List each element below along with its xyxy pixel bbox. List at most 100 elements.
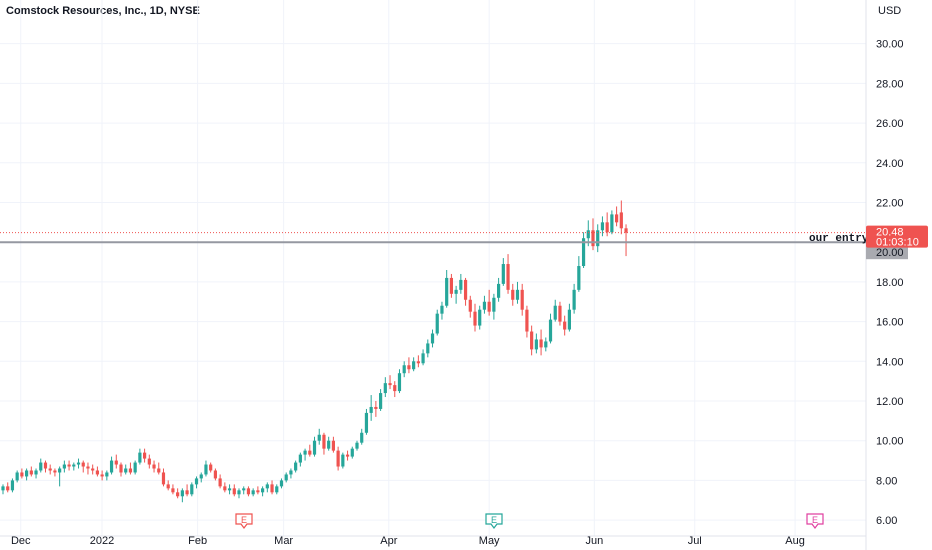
candle-body: [317, 434, 321, 441]
candle-body: [289, 470, 293, 475]
candle-body: [105, 472, 109, 477]
last-price-label: 20.48: [876, 227, 904, 239]
candle-body: [15, 472, 19, 481]
candle-body: [95, 470, 99, 475]
candle-body: [133, 462, 137, 473]
candle-body: [615, 214, 619, 223]
candle-body: [478, 309, 482, 326]
candle-body: [58, 468, 62, 473]
candle-body: [407, 365, 411, 370]
candle-body: [62, 464, 66, 469]
candle-body: [303, 450, 307, 455]
y-tick-label: 14.00: [876, 356, 904, 368]
candle-body: [100, 474, 104, 477]
candle-body: [468, 299, 472, 312]
candle-body: [143, 452, 147, 459]
y-tick-label: 28.00: [876, 78, 904, 90]
candle-body: [171, 488, 175, 493]
candle-body: [128, 468, 133, 473]
candle-body: [530, 331, 534, 350]
candle-body: [242, 488, 246, 491]
candle-body: [298, 454, 302, 463]
candle-body: [525, 309, 529, 332]
x-tick-label: Dec: [11, 535, 31, 547]
candle-body: [341, 454, 345, 467]
candle-body: [412, 361, 416, 370]
candle-body: [48, 468, 52, 471]
candle-body: [459, 279, 463, 290]
candle-body: [76, 462, 81, 465]
candle-body: [435, 313, 439, 334]
candle-body: [350, 448, 354, 457]
candle-body: [548, 319, 553, 342]
candle-body: [515, 289, 520, 300]
candle-body: [29, 470, 33, 475]
candle-body: [360, 432, 364, 443]
candle-body: [482, 301, 487, 310]
earnings-marker: [235, 513, 253, 529]
earnings-marker-label: E: [241, 515, 247, 525]
candle-body: [534, 339, 538, 350]
candle-body: [275, 486, 279, 493]
candle-body: [440, 305, 444, 314]
candle-body: [114, 460, 118, 465]
candle-body: [605, 222, 609, 233]
candle-body: [487, 301, 491, 312]
candle-body: [6, 486, 10, 491]
candle-body: [72, 464, 76, 467]
candle-body: [388, 383, 392, 386]
y-tick-label: 30.00: [876, 39, 904, 51]
currency-label: USD: [878, 5, 901, 17]
x-tick-label: 2022: [90, 535, 114, 547]
x-tick-label: Jul: [688, 535, 702, 547]
candle-body: [213, 470, 217, 479]
candle-body: [209, 464, 213, 471]
candle-body: [473, 311, 477, 326]
candle-body: [544, 341, 548, 348]
countdown-label: 01:03:10: [876, 237, 919, 249]
entry-line-label: our entry: [809, 233, 869, 245]
earnings-marker: [485, 513, 503, 529]
candle-body: [327, 440, 331, 449]
candle-body: [20, 472, 24, 477]
candle-body: [124, 468, 128, 473]
candle-body: [86, 466, 90, 469]
candle-body: [383, 383, 387, 394]
last-price-box: [866, 225, 928, 248]
candle-body: [138, 452, 142, 463]
y-tick-label: 10.00: [876, 436, 904, 448]
candle-body: [25, 470, 29, 477]
y-tick-label: 6.00: [876, 515, 897, 527]
x-tick-label: May: [479, 535, 500, 547]
candle-body: [553, 305, 557, 320]
y-tick-label: 8.00: [876, 475, 897, 487]
y-tick-label: 26.00: [876, 118, 904, 130]
candle-body: [563, 321, 567, 330]
candle-body: [492, 297, 496, 312]
candle-body: [147, 458, 151, 465]
candle-body: [501, 264, 505, 284]
candle-body: [227, 488, 232, 491]
entry-price-box: [866, 246, 908, 260]
candle-body: [322, 434, 326, 449]
candle-body: [364, 412, 369, 433]
candle-body: [331, 440, 335, 451]
candle-body: [416, 361, 420, 364]
candle-body: [34, 470, 38, 475]
candle-body: [246, 488, 251, 495]
candle-body: [586, 230, 590, 239]
x-tick-label: Feb: [188, 535, 207, 547]
candle-body: [336, 450, 340, 467]
earnings-marker-label: E: [812, 515, 818, 525]
y-tick-label: 16.00: [876, 317, 904, 329]
symbol-title: Comstock Resources, Inc., 1D, NYSE: [6, 5, 200, 17]
candle-body: [261, 488, 265, 493]
candle-body: [355, 442, 359, 449]
x-tick-label: Mar: [274, 535, 293, 547]
candle-body: [506, 264, 510, 290]
candle-body: [81, 462, 85, 467]
candle-body: [256, 490, 260, 493]
candle-body: [430, 333, 435, 344]
candle-body: [237, 490, 241, 495]
